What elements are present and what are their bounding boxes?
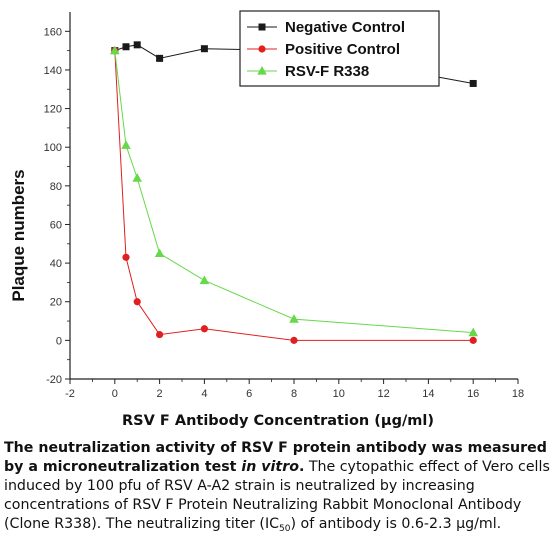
data-point bbox=[469, 79, 477, 87]
series-line bbox=[114, 50, 474, 341]
data-point bbox=[133, 41, 141, 49]
y-tick-label: 140 bbox=[44, 65, 62, 77]
data-point bbox=[199, 275, 210, 285]
y-tick-label: 0 bbox=[56, 335, 62, 347]
x-tick-label: 10 bbox=[333, 388, 345, 400]
y-tick-label: 80 bbox=[50, 181, 62, 193]
x-tick-label: 4 bbox=[201, 388, 207, 400]
x-tick-label: 12 bbox=[377, 388, 389, 400]
caption-tail: ) of antibody is 0.6-2.3 µg/ml. bbox=[290, 516, 502, 532]
caption-body: The cytopathic effect of Vero cells indu… bbox=[4, 459, 550, 532]
data-point bbox=[121, 140, 131, 149]
legend-label: Positive Control bbox=[285, 41, 400, 58]
data-point bbox=[289, 314, 299, 323]
data-point bbox=[122, 253, 130, 261]
x-tick-label: 6 bbox=[246, 388, 252, 400]
data-point bbox=[122, 43, 130, 51]
series-layer bbox=[110, 41, 478, 344]
y-axis-label: Plaque numbers bbox=[9, 169, 28, 301]
x-tick-label: 14 bbox=[422, 388, 434, 400]
data-point bbox=[468, 327, 478, 337]
x-tick-label: 18 bbox=[512, 388, 524, 400]
data-point bbox=[469, 336, 477, 344]
x-tick-label: 2 bbox=[157, 388, 163, 400]
data-point bbox=[110, 45, 120, 55]
data-point bbox=[156, 330, 164, 339]
x-axis-label: RSV F Antibody Concentration (µg/ml) bbox=[122, 413, 434, 429]
data-point bbox=[290, 336, 298, 344]
data-point bbox=[156, 54, 164, 62]
legend-swatch-marker bbox=[258, 23, 266, 31]
y-tick-label: 100 bbox=[44, 142, 62, 154]
x-tick-label: 8 bbox=[291, 388, 297, 400]
x-tick-label: 16 bbox=[467, 388, 479, 400]
data-point bbox=[154, 248, 165, 258]
x-tick-label: -2 bbox=[65, 388, 75, 400]
data-point bbox=[200, 45, 208, 53]
y-tick-label: 160 bbox=[44, 26, 62, 38]
legend-swatch-marker bbox=[257, 66, 267, 75]
data-point bbox=[132, 173, 142, 182]
caption-subscript: 50 bbox=[279, 524, 291, 534]
y-tick-label: 20 bbox=[50, 297, 62, 309]
caption-italic: in vitro bbox=[241, 459, 299, 475]
legend-label: Negative Control bbox=[285, 19, 405, 36]
y-tick-label: 60 bbox=[50, 219, 62, 231]
caption-lead-end: . bbox=[298, 459, 305, 475]
data-point bbox=[133, 298, 141, 306]
legend-swatch-marker bbox=[258, 45, 266, 53]
legend: Negative Control Positive Control RSV-F R3… bbox=[239, 10, 440, 87]
series-2 bbox=[110, 45, 478, 337]
x-tick-label: 0 bbox=[112, 388, 118, 400]
series-line bbox=[114, 50, 474, 334]
y-tick-label: -20 bbox=[46, 374, 62, 386]
y-tick-label: 40 bbox=[50, 258, 62, 270]
figure-caption: The neutralization activity of RSV F pro… bbox=[4, 439, 552, 534]
series-1 bbox=[111, 47, 477, 344]
data-point bbox=[200, 325, 208, 333]
caption-lead: The neutralization activity of RSV F pro… bbox=[4, 440, 547, 475]
legend-label: RSV-F R338 bbox=[285, 63, 369, 80]
y-tick-label: 120 bbox=[44, 104, 62, 116]
